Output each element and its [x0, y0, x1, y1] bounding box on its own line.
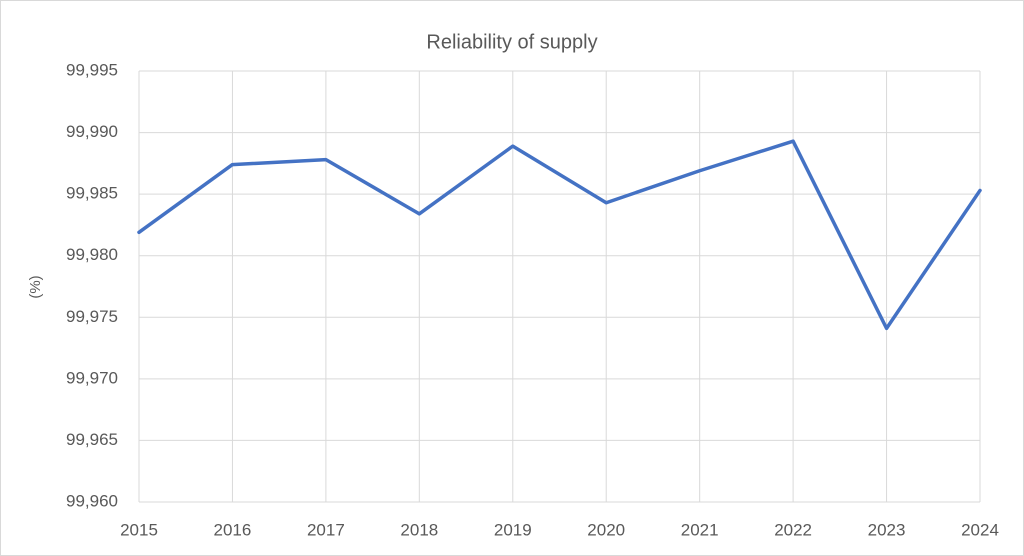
chart-title: Reliability of supply [426, 31, 597, 53]
y-tick-label: 99,970 [66, 368, 118, 387]
x-tick-label: 2015 [120, 520, 158, 539]
line-series [137, 139, 982, 331]
x-tick-label: 2022 [774, 520, 812, 539]
y-tick-label: 99,965 [66, 430, 118, 449]
x-tick-label: 2018 [400, 520, 438, 539]
x-tick-label: 2019 [494, 520, 532, 539]
y-tick-label: 99,980 [66, 245, 118, 264]
x-tick-label: 2023 [868, 520, 906, 539]
x-tick-label: 2017 [307, 520, 345, 539]
y-axis-label: (%) [27, 275, 44, 298]
y-tick-label: 99,990 [66, 122, 118, 141]
x-tick-label: 2020 [587, 520, 625, 539]
x-tick-label: 2016 [214, 520, 252, 539]
x-tick-label: 2024 [961, 520, 999, 539]
y-tick-label: 99,975 [66, 307, 118, 326]
y-tick-label: 99,995 [66, 60, 118, 79]
x-tick-label: 2021 [681, 520, 719, 539]
y-tick-label: 99,985 [66, 184, 118, 203]
y-tick-label: 99,960 [66, 491, 118, 510]
